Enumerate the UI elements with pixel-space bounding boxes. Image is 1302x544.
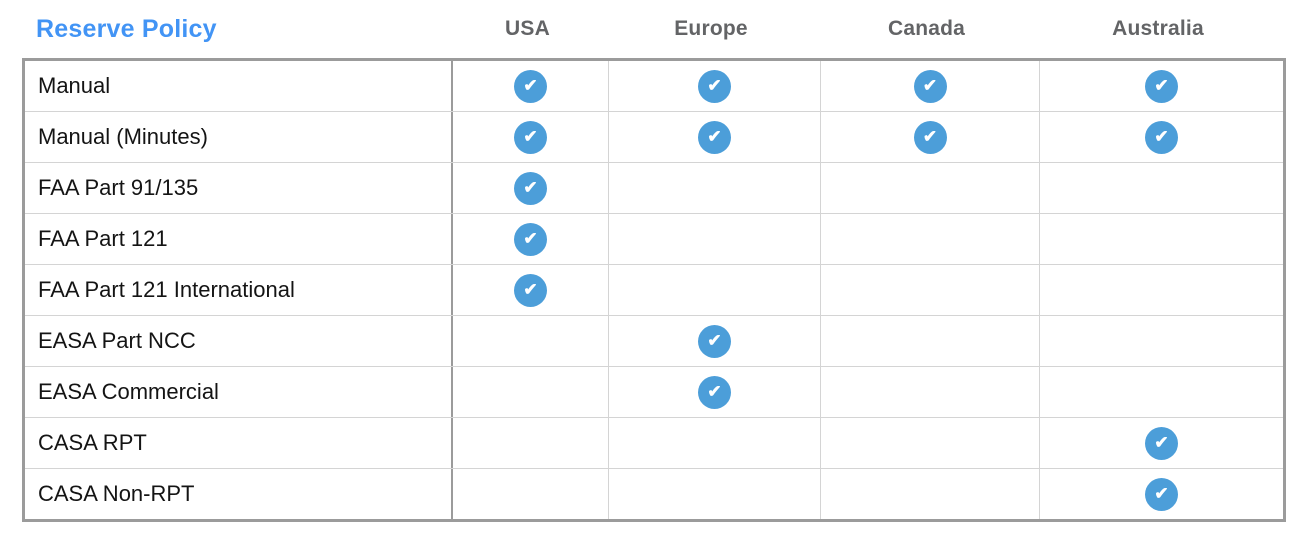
check-cell-australia: ✔ xyxy=(1039,112,1283,162)
check-cell-australia: ✔ xyxy=(1039,61,1283,111)
row-label: Manual xyxy=(25,61,453,111)
row-label: FAA Part 91/135 xyxy=(25,163,453,213)
check-cell-canada xyxy=(820,469,1039,519)
check-cell-usa xyxy=(453,367,608,417)
table-row: CASA RPT ✔ xyxy=(25,417,1283,468)
check-cell-europe xyxy=(608,163,820,213)
check-icon: ✔ xyxy=(1145,69,1178,103)
check-cell-australia xyxy=(1039,367,1283,417)
check-cell-canada: ✔ xyxy=(820,112,1039,162)
policy-table: Manual ✔ ✔ ✔ ✔ Manual (Minutes) ✔ ✔ ✔ ✔ … xyxy=(22,58,1286,522)
check-icon: ✔ xyxy=(514,273,547,307)
check-icon: ✔ xyxy=(514,120,547,154)
table-row: CASA Non-RPT ✔ xyxy=(25,468,1283,519)
check-cell-australia xyxy=(1039,316,1283,366)
check-cell-usa: ✔ xyxy=(453,61,608,111)
check-cell-usa: ✔ xyxy=(453,265,608,315)
check-cell-usa: ✔ xyxy=(453,163,608,213)
check-cell-canada xyxy=(820,214,1039,264)
check-icon: ✔ xyxy=(1145,477,1178,511)
table-row: FAA Part 121 ✔ xyxy=(25,213,1283,264)
column-header-australia: Australia xyxy=(1112,17,1204,40)
check-icon: ✔ xyxy=(913,69,947,103)
row-label: Manual (Minutes) xyxy=(25,112,453,162)
check-icon: ✔ xyxy=(698,375,731,409)
check-cell-europe xyxy=(608,265,820,315)
check-cell-europe: ✔ xyxy=(608,61,820,111)
check-icon: ✔ xyxy=(1145,120,1178,154)
table-row: EASA Part NCC ✔ xyxy=(25,315,1283,366)
table-row: FAA Part 121 International ✔ xyxy=(25,264,1283,315)
page-title: Reserve Policy xyxy=(36,14,217,43)
check-cell-europe xyxy=(608,469,820,519)
row-label: EASA Part NCC xyxy=(25,316,453,366)
check-cell-usa xyxy=(453,316,608,366)
row-label: CASA Non-RPT xyxy=(25,469,453,519)
check-cell-australia: ✔ xyxy=(1039,469,1283,519)
check-cell-australia: ✔ xyxy=(1039,418,1283,468)
check-cell-canada: ✔ xyxy=(820,61,1039,111)
check-cell-usa xyxy=(453,418,608,468)
table-row: FAA Part 91/135 ✔ xyxy=(25,162,1283,213)
check-icon: ✔ xyxy=(514,171,547,205)
table-row: Manual ✔ ✔ ✔ ✔ xyxy=(25,61,1283,111)
column-header-usa: USA xyxy=(505,17,550,40)
table-row: Manual (Minutes) ✔ ✔ ✔ ✔ xyxy=(25,111,1283,162)
check-icon: ✔ xyxy=(913,120,947,154)
check-cell-usa: ✔ xyxy=(453,214,608,264)
check-cell-europe: ✔ xyxy=(608,316,820,366)
check-cell-canada xyxy=(820,265,1039,315)
table-row: EASA Commercial ✔ xyxy=(25,366,1283,417)
check-cell-australia xyxy=(1039,163,1283,213)
check-icon: ✔ xyxy=(514,222,547,256)
check-cell-usa xyxy=(453,469,608,519)
check-icon: ✔ xyxy=(698,324,731,358)
check-cell-europe: ✔ xyxy=(608,367,820,417)
row-label: EASA Commercial xyxy=(25,367,453,417)
column-header-canada: Canada xyxy=(887,17,966,40)
check-cell-usa: ✔ xyxy=(453,112,608,162)
reserve-policy-content: Reserve Policy USA Europe Canada Austral… xyxy=(22,0,1286,522)
table-header-row: Reserve Policy USA Europe Canada Austral… xyxy=(22,0,1280,58)
row-label: FAA Part 121 xyxy=(25,214,453,264)
check-cell-europe: ✔ xyxy=(608,112,820,162)
row-label: CASA RPT xyxy=(25,418,453,468)
check-cell-canada xyxy=(820,316,1039,366)
check-cell-canada xyxy=(820,367,1039,417)
check-icon: ✔ xyxy=(698,120,731,154)
check-icon: ✔ xyxy=(698,69,731,103)
check-cell-europe xyxy=(608,214,820,264)
check-icon: ✔ xyxy=(514,69,547,103)
row-label: FAA Part 121 International xyxy=(25,265,453,315)
check-cell-europe xyxy=(608,418,820,468)
check-cell-canada xyxy=(820,163,1039,213)
check-cell-canada xyxy=(820,418,1039,468)
column-header-europe: Europe xyxy=(674,17,748,40)
check-icon: ✔ xyxy=(1145,426,1178,460)
check-cell-australia xyxy=(1039,214,1283,264)
check-cell-australia xyxy=(1039,265,1283,315)
